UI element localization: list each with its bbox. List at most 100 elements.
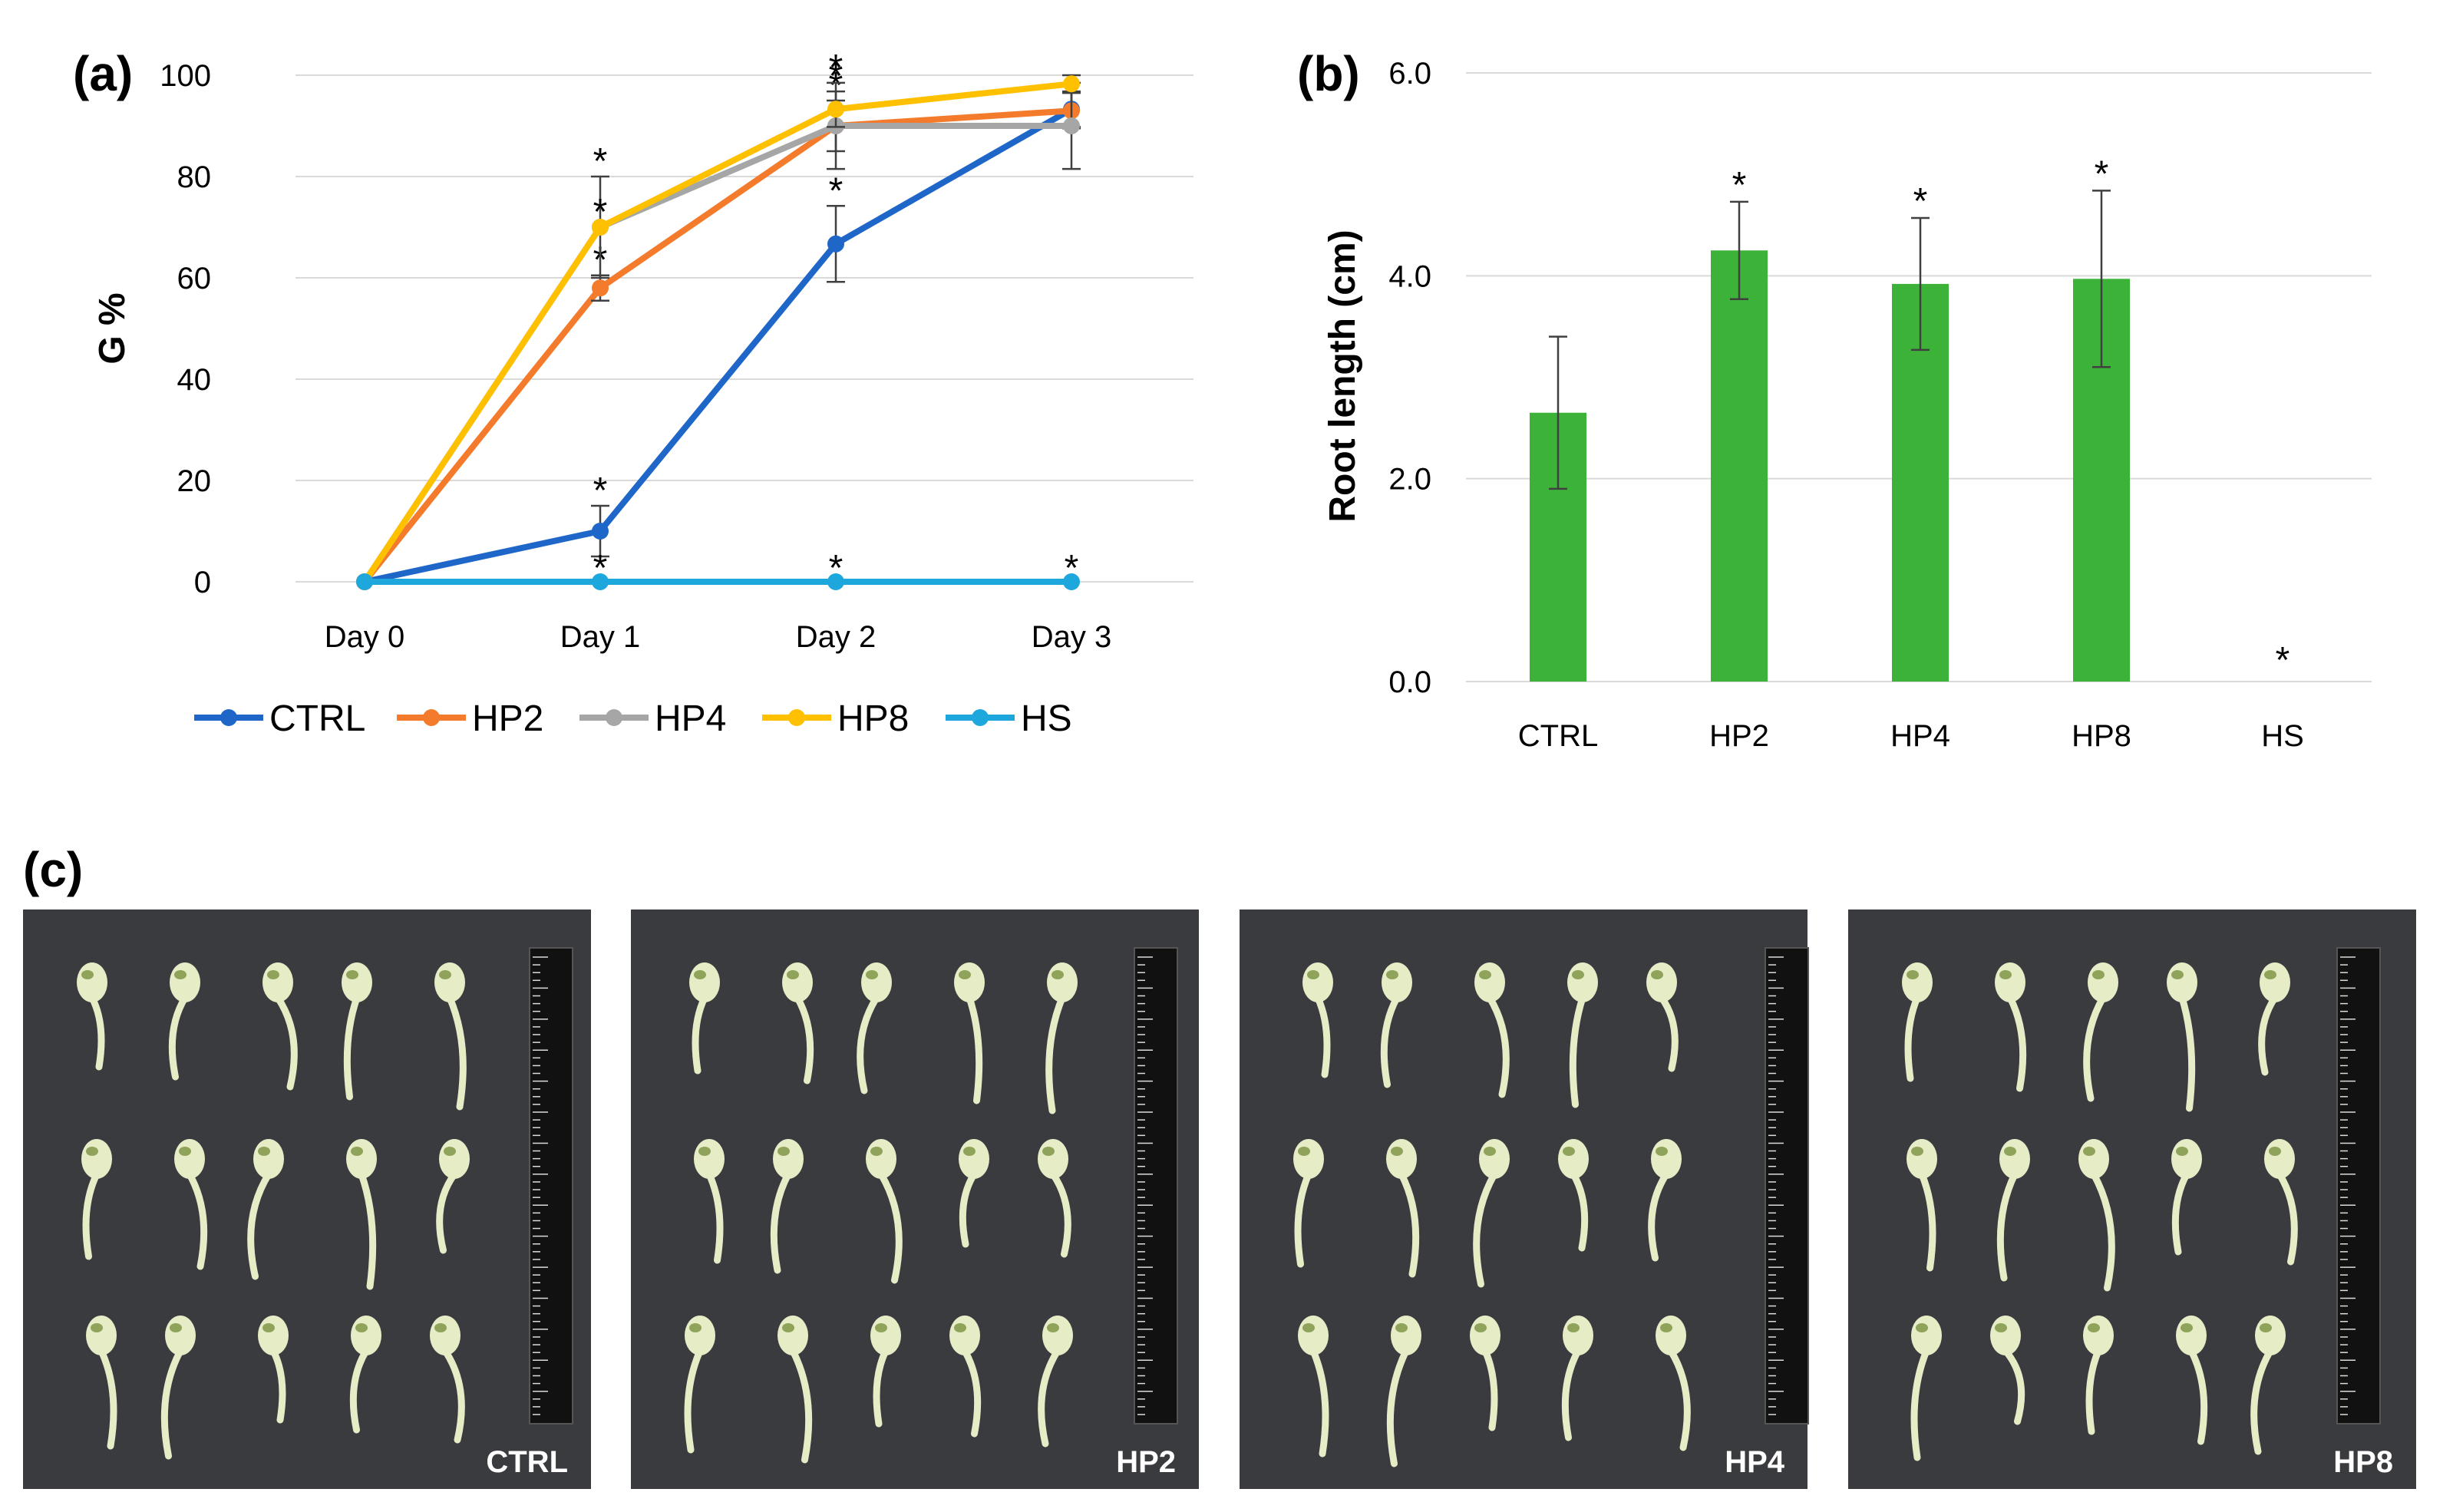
seedling-seed [262, 962, 293, 1002]
seedling-root [684, 1347, 704, 1454]
seedling-cotyledon [262, 1323, 275, 1332]
seedling-root [877, 1170, 903, 1284]
seedling-seed [2260, 962, 2290, 1002]
seedling [1298, 1316, 1329, 1458]
seedling-cotyledon [258, 1147, 270, 1156]
seedling-seed [174, 1139, 205, 1179]
seedling-seed [861, 962, 892, 1002]
chart-b-bars: * * * * [1530, 154, 2289, 682]
seedling-seed [1567, 962, 1598, 1002]
y-tick-label: 40 [177, 363, 212, 397]
seedling [1045, 962, 1078, 1114]
seedling-root [343, 994, 361, 1101]
seedling-cotyledon [346, 970, 358, 979]
seedling-seed [2176, 1316, 2207, 1355]
seedling-root [1918, 1170, 1936, 1272]
seedling-cotyledon [1051, 970, 1064, 979]
seedling-root [1473, 1170, 1498, 1288]
chart-b-x-ticks: CTRL HP2 HP4 HP8 HS [1518, 719, 2304, 753]
legend-label: CTRL [269, 698, 365, 739]
chart-b-y-ticks: 0.0 2.0 4.0 6.0 [1388, 57, 1431, 699]
panel-c-label: (c) [23, 842, 83, 897]
seedling-seed [170, 962, 200, 1002]
seedling [2250, 1316, 2286, 1455]
seedling-seed [439, 1139, 470, 1179]
seedling-root [2250, 1347, 2274, 1455]
photo-panel-ctrl: CTRL [23, 910, 591, 1489]
seedling-cotyledon [1567, 1323, 1580, 1332]
seedling [870, 1316, 901, 1428]
seedling-cotyledon [81, 970, 94, 979]
photo-label: HP8 [2333, 1445, 2393, 1479]
y-tick-label: 4.0 [1388, 259, 1431, 293]
seedling-cotyledon [439, 970, 451, 979]
seedling-cotyledon [1484, 1147, 1496, 1156]
seedling [168, 962, 200, 1081]
seedling-seed [1391, 1316, 1421, 1355]
seedling [434, 962, 467, 1111]
seedling-seed [870, 1316, 901, 1355]
seedling-cotyledon [1907, 970, 1919, 979]
seedling-seed [2255, 1316, 2286, 1355]
seedling-cotyledon [1391, 1147, 1403, 1156]
legend-entry-hp4: HP4 [579, 698, 726, 739]
seedling-root [1481, 1347, 1498, 1431]
seedling [954, 962, 985, 1104]
seedling-seed [1047, 962, 1078, 1002]
seedling-seed [77, 962, 107, 1002]
seedling-cotyledon [2092, 970, 2105, 979]
seedling-seed [1651, 1139, 1682, 1179]
seedling-cotyledon [1042, 1147, 1055, 1156]
seedling-root [446, 994, 467, 1111]
y-tick-label: 0.0 [1388, 665, 1431, 699]
seedling-cotyledon [351, 1147, 363, 1156]
seedling-root [873, 1347, 890, 1428]
panel-b-label: (b) [1297, 46, 1360, 101]
seedling [1902, 962, 1933, 1082]
seedling [694, 1139, 725, 1264]
chart-a-series: *********** [356, 48, 1081, 590]
seedling-cotyledon [954, 1323, 966, 1332]
x-tick-label: Day 3 [1032, 620, 1112, 654]
seedling [174, 1139, 208, 1270]
legend-label: HP4 [655, 698, 726, 739]
chart-a-y-axis-title: G % [92, 292, 133, 364]
data-point [592, 573, 609, 590]
seedling-seed [2171, 1139, 2202, 1179]
y-tick-label: 60 [177, 262, 212, 295]
seedling-root [1309, 1347, 1329, 1458]
seedling-root [2090, 1170, 2115, 1292]
seedling-root [705, 1170, 724, 1264]
seedling-root [2171, 1170, 2190, 1256]
seedling-root [160, 1347, 184, 1460]
seedling-root [1294, 1170, 1312, 1268]
seedling-root [1049, 1170, 1071, 1258]
seedling-root [1561, 1347, 1582, 1441]
significance-star: * [593, 470, 608, 511]
seedling-seed [253, 1139, 284, 1179]
y-tick-label: 80 [177, 160, 212, 194]
seedling-root [1910, 1347, 1930, 1461]
seedling-seed [954, 962, 985, 1002]
seedling-seed [773, 1139, 804, 1179]
seedling-root [441, 1347, 465, 1444]
seedling [258, 1316, 289, 1424]
photo-panel-hp4: HP4 [1240, 910, 1809, 1489]
seedling [1386, 1139, 1420, 1278]
legend-swatch-marker [606, 709, 622, 726]
significance-star: * [829, 48, 843, 88]
seedling-seed [777, 1316, 808, 1355]
seedling [81, 1139, 112, 1260]
x-tick-label: CTRL [1518, 719, 1598, 753]
seedling [1038, 1316, 1073, 1448]
seedling [2171, 1139, 2202, 1256]
photo-background [1240, 910, 1807, 1489]
seedling-root [2178, 994, 2196, 1112]
y-tick-label: 0 [194, 566, 211, 599]
seedling-root [1648, 1170, 1670, 1262]
chart-a-x-ticks: Day 0 Day 1 Day 2 Day 3 [325, 620, 1112, 654]
seedling-cotyledon [777, 1147, 790, 1156]
series-line [361, 107, 1072, 584]
seedling-root [959, 1170, 978, 1248]
